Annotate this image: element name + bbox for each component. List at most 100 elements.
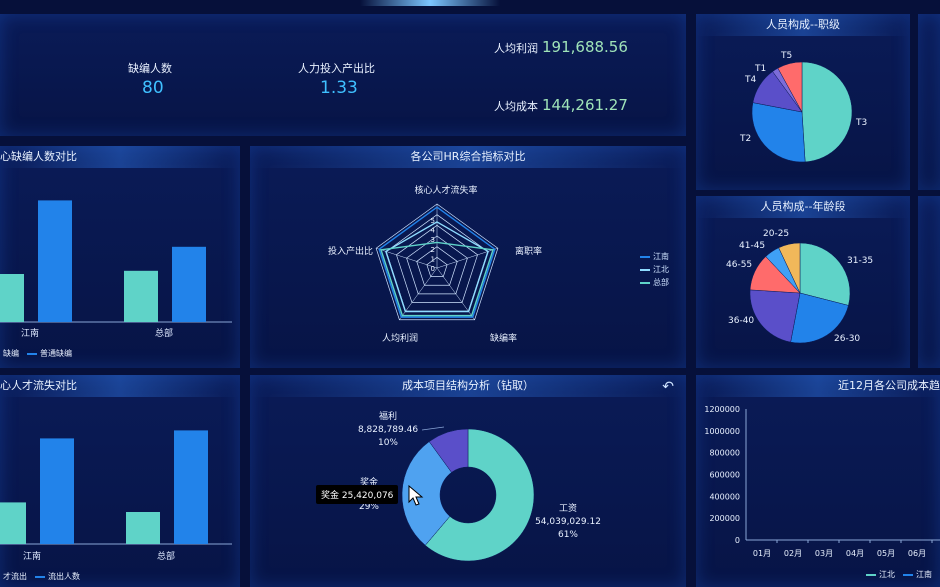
legend-item[interactable]: 普通缺编 — [27, 348, 72, 359]
tick-label: 01月 — [753, 549, 771, 558]
tick-label: 05月 — [877, 549, 895, 558]
bar[interactable] — [124, 270, 158, 322]
radar-tick: 3 — [431, 236, 435, 244]
cost-donut-chart: 福利 8,828,789.46 10% 奖金 29% 工资 54,039,029… — [358, 410, 601, 562]
tick-label: 江南 — [21, 327, 39, 339]
tick-label: 400000 — [709, 492, 740, 501]
radar-indicator: 核心人才流失率 — [414, 184, 477, 196]
radar-grid — [406, 235, 468, 295]
age-pie-panel: 人员构成--年龄段 20-25 41-45 46-55 31-35 36-40 … — [696, 196, 910, 368]
ratio-value: 1.33 — [320, 78, 358, 98]
radar-panel: 各公司HR综合指标对比 核心人才流失率 离职率 缺编率 人均利润 投入产出比 0… — [250, 146, 686, 368]
trend-line-chart: 1200000 1000000 800000 600000 400000 200000 0 0… — [704, 405, 940, 558]
vacancy-value: 80 — [142, 78, 164, 98]
tick-label: 200000 — [709, 514, 740, 523]
pie-slice[interactable] — [749, 289, 801, 343]
slice-label: T2 — [739, 134, 751, 144]
radar-series[interactable] — [378, 206, 496, 318]
side-panel-right-mid — [918, 196, 940, 368]
radar-tick: 0 — [431, 265, 435, 273]
legend-item[interactable]: 总部 — [640, 276, 669, 289]
cost-structure-title: 成本项目结构分析（钻取） — [250, 375, 686, 397]
pie-slice[interactable] — [751, 102, 806, 163]
radar-grid — [426, 256, 448, 277]
slice-label: 20-25 — [763, 229, 789, 239]
slice-label: 29% — [359, 502, 379, 512]
tick-label: 总部 — [157, 550, 175, 562]
age-pie-chart: 20-25 41-45 46-55 31-35 36-40 26-30 — [726, 229, 873, 344]
radar-grid — [396, 224, 478, 303]
loss-chart-title: 心人才流失对比 — [0, 375, 240, 397]
slice-label: 26-30 — [834, 334, 860, 344]
radar-grid — [416, 246, 458, 286]
tick-label: 06月 — [908, 549, 926, 558]
radar-grid — [375, 203, 499, 321]
vacancy-legend: 缺编 普通缺编 — [0, 348, 72, 359]
slice-label: 工资 — [559, 503, 577, 514]
bar[interactable] — [0, 274, 24, 322]
profit-value: 191,688.56 — [542, 38, 628, 56]
legend-item[interactable]: 江北 — [866, 569, 895, 580]
radar-chart: 核心人才流失率 离职率 缺编率 人均利润 投入产出比 0 12 34 5 — [328, 184, 542, 344]
pie-slice[interactable] — [801, 61, 853, 163]
legend-item[interactable]: 江南 — [903, 569, 932, 580]
tick-label: 1200000 — [704, 405, 740, 414]
radar-indicator: 离职率 — [515, 245, 542, 257]
radar-tick: 5 — [431, 217, 435, 225]
slice-label: T5 — [780, 51, 792, 61]
legend-item[interactable]: 才流出 — [3, 572, 27, 581]
vacancy-bar-chart: 江南 总部 — [0, 200, 232, 339]
tick-label: 800000 — [709, 449, 740, 458]
side-panel-right-top — [918, 14, 940, 190]
pie-slice[interactable] — [401, 441, 452, 546]
chart-tooltip: 奖金 25,420,076 — [316, 485, 399, 504]
bar[interactable] — [172, 246, 206, 322]
legend-item[interactable]: 缺编 — [3, 349, 19, 358]
slice-label: 41-45 — [739, 241, 765, 251]
kpi-panel: 缺编人数 80 人力投入产出比 1.33 人均利润 191,688.56 人均成… — [0, 14, 686, 136]
undo-arrow-icon[interactable]: ↶ — [662, 379, 674, 395]
slice-label: T1 — [754, 64, 766, 74]
pie-slice[interactable] — [428, 428, 469, 473]
legend-item[interactable]: 流出人数 — [35, 571, 80, 582]
radar-indicator: 缺编率 — [490, 332, 517, 344]
tick-label: 03月 — [815, 549, 833, 558]
radar-tick: 1 — [431, 255, 435, 263]
slice-label: 46-55 — [726, 260, 752, 270]
tick-label: 江南 — [23, 550, 41, 562]
age-pie-title: 人员构成--年龄段 — [696, 196, 910, 218]
bar[interactable] — [126, 512, 160, 544]
pie-slice[interactable] — [799, 242, 851, 306]
legend-item[interactable]: 江南 — [640, 250, 669, 263]
tick-label: 0 — [735, 536, 740, 545]
radar-series[interactable] — [385, 221, 489, 313]
ratio-label: 人力投入产出比 — [298, 62, 375, 75]
legend-item[interactable]: 江北 — [640, 263, 669, 276]
tick-label: 04月 — [846, 549, 864, 558]
slice-label: 61% — [558, 530, 578, 540]
pie-slice[interactable] — [777, 61, 803, 113]
bar[interactable] — [0, 502, 26, 544]
top-header-bar — [360, 0, 500, 6]
radar-series[interactable] — [380, 241, 494, 317]
radar-tick: 2 — [431, 246, 435, 254]
cost-structure-panel: 成本项目结构分析（钻取） ↶ 福利 8,828,789.46 10% 奖金 29… — [250, 375, 686, 587]
bar[interactable] — [174, 430, 208, 544]
pie-slice[interactable] — [790, 292, 849, 344]
slice-label: 福利 — [379, 410, 397, 422]
loss-chart-panel: 心人才流失对比 江南 总部 才流出 流出人数 — [0, 375, 240, 587]
tick-label: 1000000 — [704, 427, 740, 436]
trend-legend: 江北 江南 — [866, 569, 932, 580]
pie-slice[interactable] — [778, 242, 801, 294]
slice-label: 36-40 — [728, 316, 754, 326]
mouse-cursor-icon — [408, 485, 424, 506]
slice-label: 8,828,789.46 — [358, 425, 418, 435]
vacancy-chart-title: 心缺编人数对比 — [0, 146, 240, 168]
tick-label: 02月 — [784, 549, 802, 558]
loss-legend: 才流出 流出人数 — [0, 571, 80, 582]
slice-label: 54,039,029.12 — [535, 517, 601, 527]
bar[interactable] — [38, 200, 72, 322]
bar[interactable] — [40, 438, 74, 544]
radar-indicator: 人均利润 — [382, 332, 418, 344]
slice-label: T3 — [855, 118, 867, 128]
